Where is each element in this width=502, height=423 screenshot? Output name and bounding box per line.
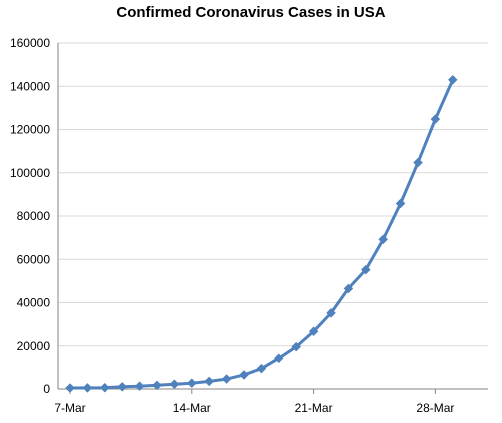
x-tick-label: 14-Mar — [173, 401, 211, 415]
data-point-marker — [134, 381, 145, 392]
series-line-path — [69, 79, 455, 390]
y-tick-label: 0 — [43, 382, 50, 396]
data-point-marker — [360, 264, 371, 275]
data-point-marker — [99, 382, 110, 393]
y-tick-labels: 0 20000 40000 60000 80000 100000 120000 140000 1… — [10, 36, 50, 396]
y-tick-label: 80000 — [17, 209, 51, 223]
x-tick-label: 21-Mar — [295, 401, 333, 415]
data-point-marker — [430, 114, 441, 124]
y-tick-label: 120000 — [10, 123, 50, 137]
data-point-marker — [256, 363, 267, 374]
data-point-marker — [395, 198, 406, 209]
gridlines — [58, 42, 488, 347]
data-point-marker — [326, 308, 336, 318]
data-point-marker — [204, 376, 215, 387]
data-point-marker — [308, 326, 319, 337]
data-point-marker — [65, 383, 75, 393]
data-point-marker — [413, 157, 423, 168]
data-point-marker — [447, 74, 458, 85]
x-tick-labels: 7-Mar 14-Mar 21-Mar 28-Mar — [54, 401, 454, 415]
axes — [57, 43, 488, 394]
data-point-marker — [221, 374, 232, 384]
data-point-marker — [82, 383, 93, 393]
data-point-marker — [169, 379, 180, 390]
data-point-marker — [343, 283, 354, 294]
series-markers — [65, 74, 458, 393]
y-tick-label: 60000 — [17, 252, 51, 266]
data-point-marker — [117, 381, 128, 392]
data-point-marker — [152, 380, 162, 391]
x-tick-label: 7-Mar — [54, 401, 85, 415]
data-point-marker — [186, 378, 197, 389]
x-tick-label: 28-Mar — [416, 401, 454, 415]
y-tick-label: 140000 — [10, 79, 50, 93]
data-point-marker — [291, 341, 302, 352]
y-tick-label: 40000 — [17, 296, 51, 310]
chart-title: Confirmed Coronavirus Cases in USA — [116, 4, 386, 21]
series-line — [69, 79, 455, 390]
y-tick-label: 100000 — [10, 166, 50, 180]
data-point-marker — [239, 370, 249, 380]
data-point-marker — [378, 234, 389, 245]
data-point-marker — [273, 353, 284, 364]
y-tick-label: 20000 — [17, 339, 51, 353]
y-tick-label: 160000 — [10, 36, 50, 50]
